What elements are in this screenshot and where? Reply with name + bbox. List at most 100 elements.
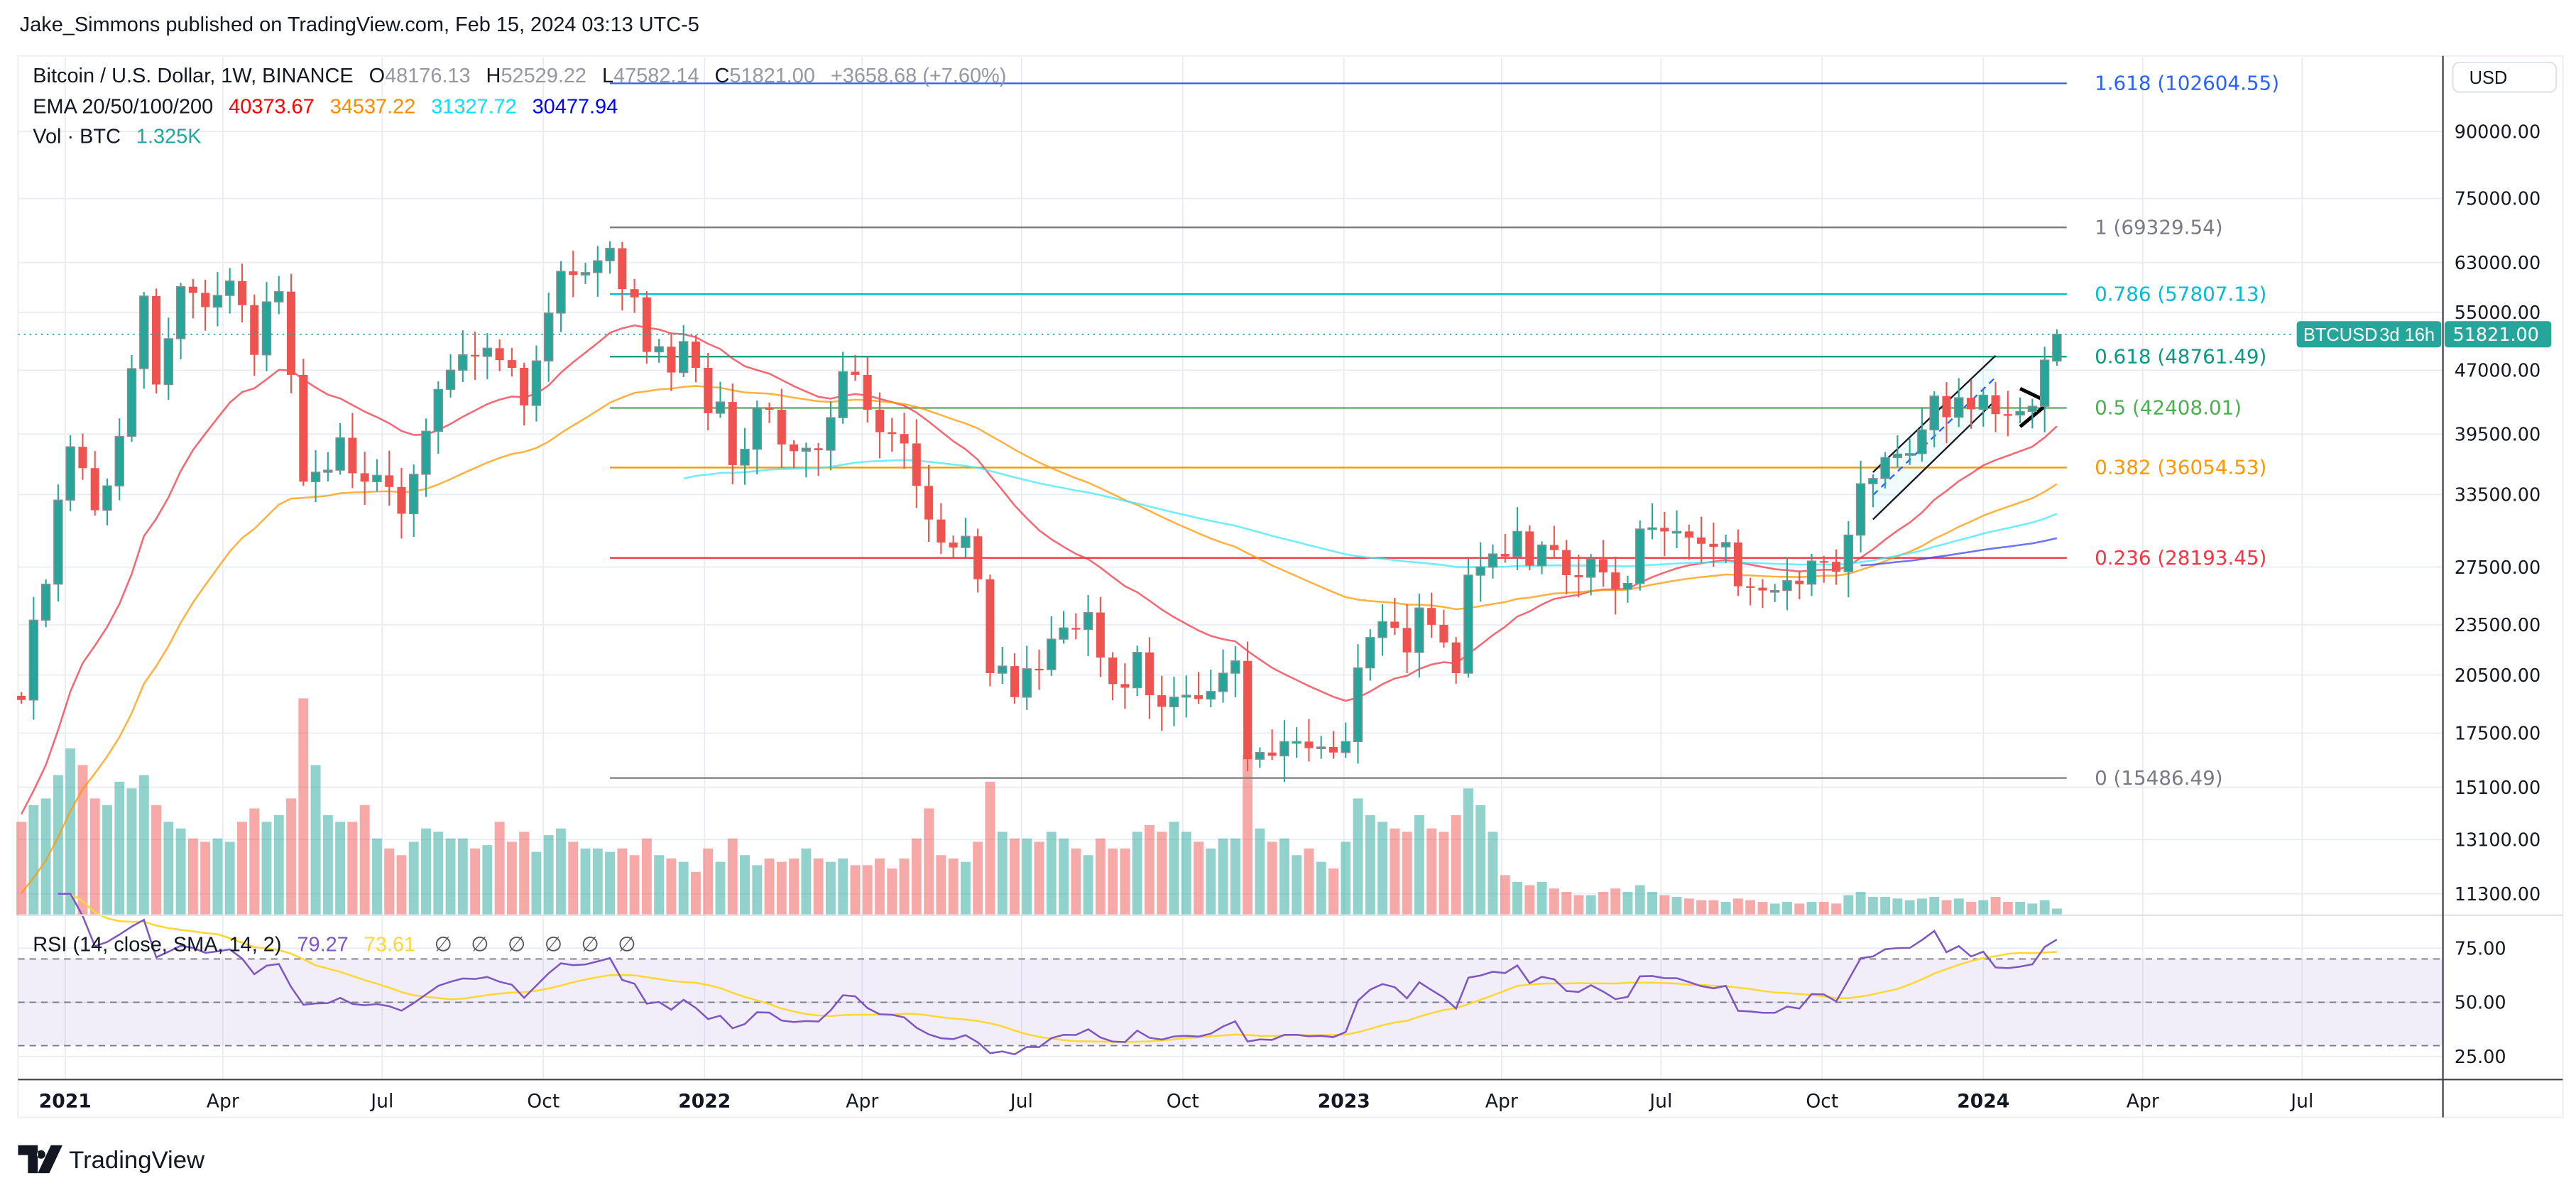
candle-body	[360, 473, 369, 482]
candle-body	[261, 301, 272, 356]
ema50-line	[21, 385, 2058, 894]
price-tick-label: 47000.00	[2455, 361, 2540, 382]
legend-open-label: O	[369, 65, 385, 87]
legend-symbol[interactable]: Bitcoin / U.S. Dollar, 1W, BINANCE	[33, 65, 353, 87]
candle-body	[1059, 627, 1069, 640]
volume-bar	[1647, 891, 1657, 915]
time-axis[interactable]: 2021 Apr Jul Oct 2022 Apr Jul Oct 2023 Apr Jul Oct 2…	[39, 1091, 2314, 1113]
volume-legend-label[interactable]: Vol · BTC	[33, 125, 121, 148]
volume-bar	[519, 832, 530, 915]
candle-body	[1574, 574, 1583, 577]
candle-body	[1733, 543, 1742, 587]
candle-body	[1622, 582, 1633, 590]
candle-body	[1402, 628, 1412, 653]
candle-body	[1647, 527, 1657, 530]
candle-body	[1880, 457, 1890, 479]
candle-body	[826, 417, 836, 451]
volume-bar	[1561, 891, 1572, 915]
volume-bar	[1806, 902, 1817, 915]
candle-body	[728, 402, 737, 465]
time-tick-label: Apr	[1485, 1091, 1518, 1113]
candle-body	[102, 485, 112, 511]
candle-body	[1769, 589, 1780, 593]
volume-bar	[286, 798, 296, 915]
volume-bar	[1095, 838, 1106, 915]
candle-body	[814, 448, 823, 450]
volume-bar	[273, 814, 284, 915]
price-axis[interactable]: 90000.00 75000.00 63000.00 55000.00 47000.00…	[2455, 121, 2540, 1068]
ema200-line	[1860, 537, 2058, 567]
tradingview-logo[interactable]: TradingView	[18, 1145, 205, 1174]
volume-bar	[592, 848, 603, 915]
volume-bar	[1941, 900, 1952, 915]
volume-bar	[1732, 898, 1743, 915]
candle-body	[1377, 621, 1387, 638]
candle-body	[2015, 410, 2025, 416]
legend-low-label: L	[602, 65, 613, 87]
volume-bar	[445, 838, 456, 915]
rsi-empty-value: ∅	[618, 934, 635, 957]
time-tick-label: Oct	[1806, 1091, 1838, 1113]
volume-bar	[580, 848, 591, 915]
candle-body	[1157, 695, 1167, 707]
candle-body	[1512, 530, 1522, 557]
volume-bar	[359, 805, 370, 915]
candle-body	[1169, 697, 1179, 708]
volume-bar	[457, 838, 468, 915]
candle-body	[888, 432, 897, 435]
volume-bar	[1144, 824, 1155, 915]
candle-body	[1132, 652, 1142, 689]
symbol-tag-label: BTCUSD	[2303, 325, 2378, 345]
rsi-empty-value: ∅	[581, 934, 599, 957]
fib-level-label: 0.618 (48761.49)	[2095, 345, 2266, 369]
candle-body	[691, 342, 700, 368]
candle-body	[507, 360, 516, 368]
candle-body	[961, 535, 971, 548]
volume-bar	[1341, 841, 1351, 915]
volume-bar	[1267, 841, 1277, 915]
fib-level-label: 1.618 (102604.55)	[2095, 72, 2279, 95]
chart-frame	[17, 55, 2564, 1118]
candle-body	[175, 285, 186, 339]
symbol-tag	[2296, 321, 2442, 348]
volume-bar	[1843, 895, 1854, 915]
candle-body	[1954, 397, 1964, 418]
volume-bar	[1230, 838, 1240, 915]
volume-bar	[813, 858, 824, 915]
candle-body	[287, 291, 296, 375]
volume-bar	[666, 858, 677, 915]
candle-body	[1746, 586, 1755, 588]
published-caption: Jake_Simmons published on TradingView.co…	[20, 13, 699, 36]
volume-bar	[187, 838, 198, 915]
tradingview-wordmark: TradingView	[69, 1147, 205, 1174]
volume-bar	[1622, 891, 1633, 915]
volume-bar	[1683, 898, 1694, 915]
volume-bar	[16, 822, 27, 915]
volume-bar	[126, 788, 137, 915]
candle-body	[715, 401, 726, 414]
candle-body	[580, 272, 591, 276]
currency-button[interactable]	[2452, 61, 2558, 93]
rsi-legend-label[interactable]: RSI (14, close, SMA, 14, 2)	[33, 934, 281, 957]
volume-bar	[1328, 868, 1338, 915]
candle-body	[777, 410, 786, 445]
volume-bar	[1904, 900, 1915, 915]
ema-legend-label[interactable]: EMA 20/50/100/200	[33, 96, 213, 119]
candle-body	[1206, 691, 1216, 700]
candles	[17, 241, 2062, 783]
volume-bar	[1243, 755, 1253, 915]
last-price-tag: BTCUSD 3d 16h 51821.00	[2296, 321, 2552, 348]
price-tick-label: 55000.00	[2455, 303, 2540, 324]
candle-body	[642, 297, 651, 352]
volume-bar	[1671, 897, 1682, 915]
candle-body	[495, 348, 504, 361]
candle-body	[1635, 528, 1645, 584]
channel-lower-line[interactable]	[1872, 399, 1997, 521]
fib-level-label: 0.382 (36054.53)	[2095, 456, 2266, 479]
volume-bar	[654, 855, 665, 915]
legend-high: 52529.22	[501, 65, 586, 87]
volume-bar	[1892, 898, 1903, 915]
volume-bar	[151, 805, 161, 915]
candle-body	[1832, 562, 1841, 572]
